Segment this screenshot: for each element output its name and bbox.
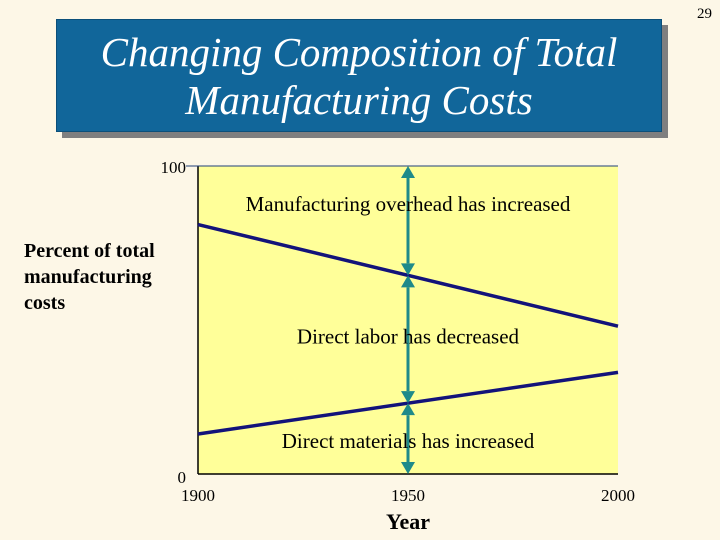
annotation-label-0: Manufacturing overhead has increased: [246, 192, 571, 216]
slide-title: Changing Composition of Total Manufactur…: [56, 19, 662, 132]
y-tick-label-0: 0: [178, 468, 187, 487]
arrow-head-down-0: [401, 263, 415, 276]
title-line-2: Manufacturing Costs: [185, 76, 533, 123]
annotation-label-2: Direct materials has increased: [282, 429, 535, 453]
x-tick-label-1900: 1900: [181, 486, 215, 505]
x-axis-label: Year: [386, 509, 430, 534]
y-axis-label-line-2: costs: [24, 292, 65, 314]
title-line-1: Changing Composition of Total: [100, 28, 618, 75]
y-tick-label-100: 100: [161, 158, 187, 177]
arrow-head-up-2: [401, 403, 415, 416]
y-axis-label-line-0: Percent of total: [24, 240, 155, 262]
annotation-label-1: Direct labor has decreased: [297, 324, 520, 348]
arrow-head-up-0: [401, 166, 415, 178]
x-tick-label-2000: 2000: [601, 486, 635, 505]
page-number: 29: [697, 6, 712, 22]
x-tick-label-1950: 1950: [391, 486, 425, 505]
arrow-head-up-1: [401, 275, 415, 288]
arrow-head-down-2: [401, 462, 415, 474]
y-axis-label-line-1: manufacturing: [24, 266, 152, 288]
arrow-head-down-1: [401, 391, 415, 404]
